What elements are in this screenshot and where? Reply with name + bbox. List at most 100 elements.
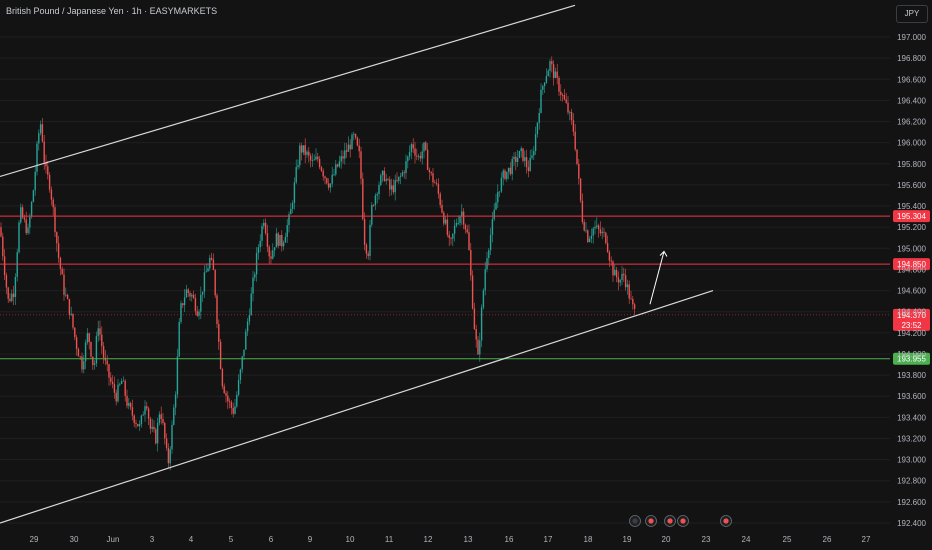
event-markers[interactable] <box>629 515 732 527</box>
candle-body <box>592 228 594 236</box>
candle-body <box>61 268 63 275</box>
candle-body <box>146 406 148 409</box>
candle-body <box>126 395 128 406</box>
price-tick-label: 194.200 <box>897 329 926 338</box>
price-axis[interactable]: 197.000 196.800 196.600 196.400 196.200 196.0… <box>897 33 926 528</box>
candle-body <box>261 226 263 241</box>
candle-body <box>205 271 207 273</box>
candle-body <box>164 422 166 439</box>
candle-body <box>585 230 587 232</box>
candle-body <box>277 233 279 246</box>
candle-body <box>621 273 623 280</box>
candle-body <box>241 356 243 370</box>
time-tick-label: 6 <box>269 535 274 544</box>
candle-body <box>441 205 443 213</box>
candle-body <box>263 222 265 227</box>
candle-body <box>371 205 373 225</box>
candlestick-series <box>0 56 636 471</box>
candle-body <box>63 274 65 295</box>
candle-body <box>513 156 515 160</box>
candle-body <box>153 426 155 430</box>
candle-body <box>162 419 164 423</box>
candle-body <box>389 179 391 190</box>
candle-body <box>482 290 485 308</box>
level-price-tag <box>893 258 930 271</box>
candle-body <box>462 211 465 225</box>
candle-body <box>531 155 533 158</box>
candle-body <box>574 131 576 150</box>
projection-arrow-line <box>649 251 665 305</box>
candle-body <box>183 297 186 306</box>
candle-body <box>178 321 180 357</box>
currency-button[interactable]: JPY <box>896 5 928 23</box>
current-price-label: 194.370 <box>897 311 926 320</box>
candle-body <box>115 392 117 402</box>
candle-body <box>79 356 81 358</box>
candle-body <box>423 142 425 152</box>
candle-body <box>565 99 567 103</box>
lightning-icon-center <box>632 518 638 524</box>
candle-body <box>101 334 103 347</box>
price-tick-label: 193.000 <box>897 456 926 465</box>
level-price-label: 195.304 <box>897 212 926 221</box>
candle-body <box>149 418 152 429</box>
candle-body <box>417 155 420 157</box>
candle-body <box>466 229 468 233</box>
candle-body <box>173 407 175 425</box>
candle-body <box>601 231 603 234</box>
price-tick-label: 195.200 <box>897 223 926 232</box>
candle-body <box>41 124 44 142</box>
candle-body <box>338 161 341 167</box>
flag-uk-icon-center <box>680 518 686 524</box>
trendline-drawings[interactable] <box>0 4 714 524</box>
candle-body <box>452 233 454 239</box>
candle-body <box>480 307 483 341</box>
candle-body <box>498 191 501 193</box>
candle-body <box>203 272 206 292</box>
candle-body <box>567 102 569 113</box>
candle-body <box>185 289 188 298</box>
candle-body <box>390 185 393 190</box>
candle-body <box>138 424 141 427</box>
candle-body <box>47 166 49 175</box>
candle-body <box>318 159 321 168</box>
candle-body <box>529 157 531 172</box>
candle-body <box>236 394 238 407</box>
candle-body <box>596 225 598 227</box>
candle-body <box>34 171 36 191</box>
candle-body <box>81 356 83 370</box>
candle-body <box>518 151 521 159</box>
candle-body <box>135 422 137 425</box>
candle-body <box>275 233 278 248</box>
candle-body <box>169 449 171 464</box>
candle-body <box>38 133 40 144</box>
level-price-label: 194.850 <box>897 260 926 269</box>
candle-body <box>520 148 522 152</box>
candle-body <box>506 171 508 179</box>
candle-body <box>133 415 135 423</box>
candle-body <box>587 230 589 243</box>
flag-uk-icon-center <box>648 518 654 524</box>
candle-body <box>349 144 351 150</box>
candle-body <box>369 224 371 257</box>
candle-body <box>335 164 337 175</box>
time-axis[interactable]: 29 30 Jun 3 4 5 6 9 10 11 12 13 16 17 18 19 20 23 24 25 26 27 <box>30 535 871 544</box>
price-tick-label: 194.600 <box>897 287 926 296</box>
candle-body <box>57 243 60 258</box>
price-tick-label: 194.400 <box>897 308 926 317</box>
candle-body <box>84 342 87 362</box>
countdown-label: 23:52 <box>901 321 922 330</box>
price-tick-label: 195.800 <box>897 160 926 169</box>
candle-body <box>336 164 339 167</box>
candle-body <box>306 151 308 155</box>
candle-body <box>504 170 506 179</box>
candle-body <box>434 182 436 184</box>
candle-body <box>111 381 114 385</box>
candle-body <box>300 145 303 153</box>
candle-body <box>372 205 375 206</box>
candle-body <box>475 329 477 340</box>
candle-body <box>374 195 377 206</box>
candle-body <box>120 381 123 384</box>
